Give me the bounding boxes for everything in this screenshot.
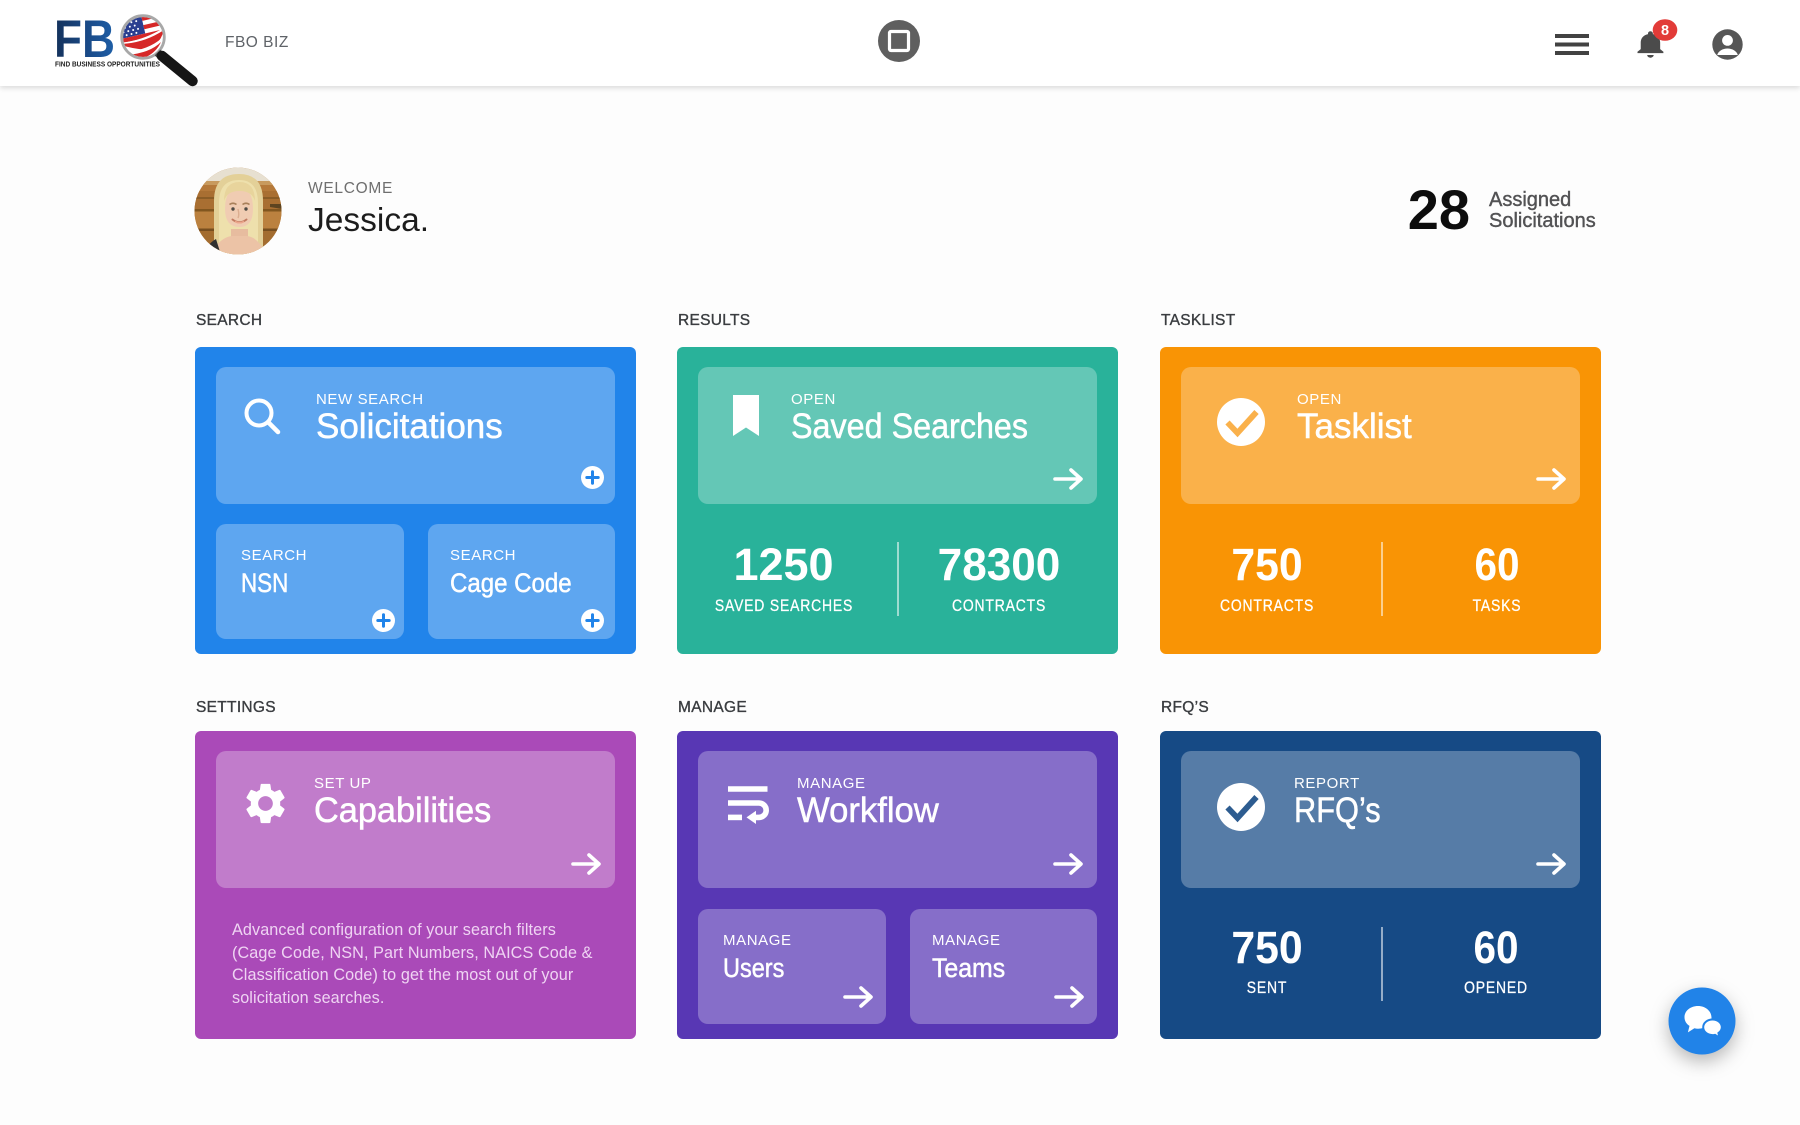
svg-text:FB: FB (54, 11, 115, 69)
svg-text:8: 8 (1661, 23, 1669, 39)
svg-text:FIND BUSINESS OPPORTUNITIES: FIND BUSINESS OPPORTUNITIES (55, 60, 160, 69)
